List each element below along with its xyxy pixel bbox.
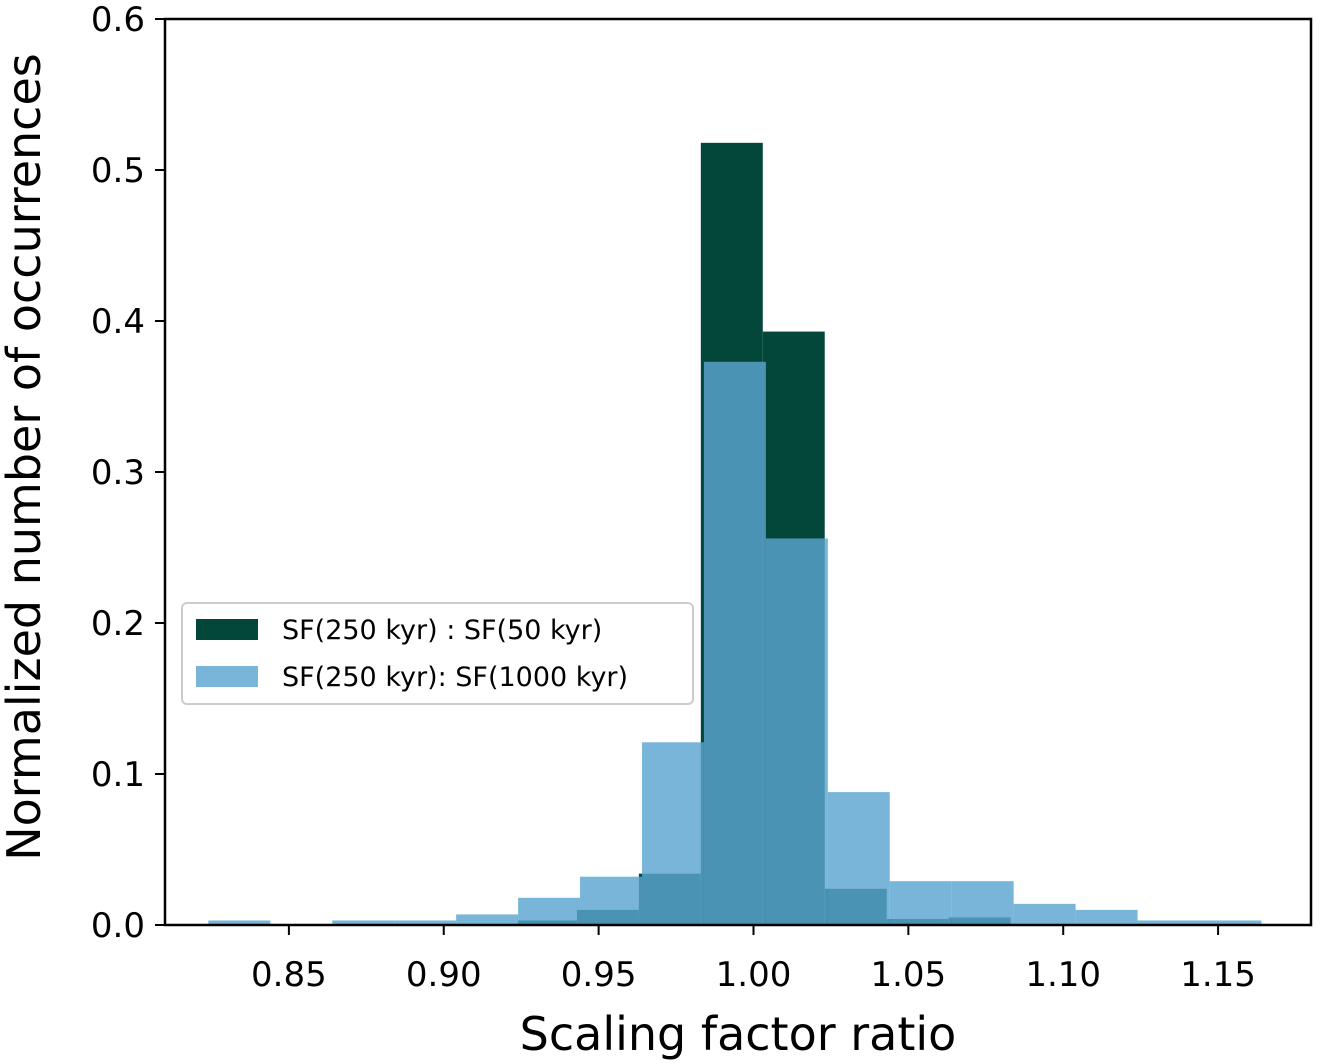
x-tick-label: 0.90 xyxy=(406,955,482,995)
bar-series2-bin16 xyxy=(1199,920,1262,925)
legend-label: SF(250 kyr): SF(1000 kyr) xyxy=(282,662,628,693)
legend-swatch xyxy=(196,619,258,640)
legend-swatch xyxy=(196,666,258,687)
y-tick-label: 0.2 xyxy=(91,604,145,644)
x-axis-label: Scaling factor ratio xyxy=(520,1007,957,1061)
x-tick-label: 0.85 xyxy=(251,955,327,995)
y-tick-label: 0.1 xyxy=(91,755,145,795)
x-tick-label: 1.05 xyxy=(870,955,946,995)
bar-series2-bin13 xyxy=(1013,903,1076,925)
y-tick-label: 0.0 xyxy=(91,906,145,946)
bar-series2-bin4 xyxy=(456,914,519,925)
y-tick-label: 0.3 xyxy=(91,453,145,493)
bar-series2-bin6 xyxy=(580,876,642,925)
bar-series2-bin2 xyxy=(332,920,395,925)
y-axis-label: Normalized number of occurrences xyxy=(0,53,51,861)
bar-series2-bin15 xyxy=(1137,920,1200,925)
bar-series2-bin10 xyxy=(827,792,890,925)
x-tick-label: 1.10 xyxy=(1025,955,1101,995)
bar-series2-bin8 xyxy=(703,361,766,925)
y-tick-label: 0.6 xyxy=(91,0,145,40)
bar-series2-bin11 xyxy=(889,881,952,925)
x-tick-label: 1.00 xyxy=(716,955,792,995)
bar-series2-bin1 xyxy=(208,920,271,925)
legend-box xyxy=(181,602,694,705)
x-tick-label: 0.95 xyxy=(561,955,637,995)
bar-series2-bin7 xyxy=(641,742,704,925)
bar-series2-bin12 xyxy=(951,881,1014,925)
y-axis: 0.0 0.1 0.2 0.3 0.4 0.5 0.6 xyxy=(91,0,165,946)
bar-series2-bin5 xyxy=(518,897,581,925)
y-tick-label: 0.4 xyxy=(91,302,145,342)
x-axis: 0.85 0.90 0.95 1.00 1.05 1.10 1.15 xyxy=(251,925,1256,995)
bar-series2-bin9 xyxy=(765,538,828,925)
x-tick-label: 1.15 xyxy=(1180,955,1256,995)
bar-series2-bin14 xyxy=(1075,909,1138,925)
bars-layer xyxy=(208,142,1262,925)
legend: SF(250 kyr) : SF(50 kyr) SF(250 kyr): SF(… xyxy=(181,602,694,705)
legend-label: SF(250 kyr) : SF(50 kyr) xyxy=(282,615,602,646)
bar-series2-bin3 xyxy=(394,920,457,925)
y-tick-label: 0.5 xyxy=(91,151,145,191)
